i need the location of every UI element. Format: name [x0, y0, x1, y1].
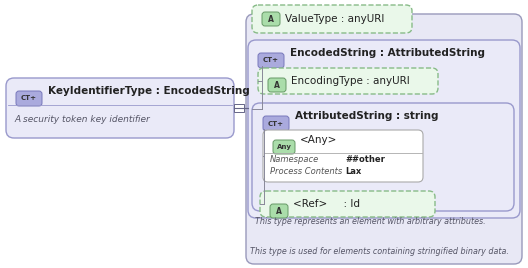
FancyBboxPatch shape [263, 116, 289, 131]
Text: Any: Any [277, 144, 291, 150]
Text: ##other: ##other [345, 155, 385, 165]
Text: Process Contents: Process Contents [270, 168, 342, 177]
Text: CT+: CT+ [268, 121, 284, 126]
FancyBboxPatch shape [16, 91, 42, 106]
Text: A: A [274, 80, 280, 90]
Text: AttributedString : string: AttributedString : string [295, 111, 438, 121]
FancyBboxPatch shape [6, 78, 234, 138]
Text: <Ref>     : Id: <Ref> : Id [293, 199, 360, 209]
Text: This type is used for elements containing stringified binary data.: This type is used for elements containin… [250, 248, 509, 256]
Text: KeyIdentifierType : EncodedString: KeyIdentifierType : EncodedString [48, 86, 250, 96]
Text: CT+: CT+ [21, 95, 37, 102]
FancyBboxPatch shape [270, 204, 288, 218]
Text: EncodingType : anyURI: EncodingType : anyURI [291, 76, 410, 86]
FancyBboxPatch shape [260, 191, 435, 217]
Text: A: A [276, 207, 282, 215]
FancyBboxPatch shape [263, 130, 423, 182]
FancyBboxPatch shape [252, 5, 412, 33]
FancyBboxPatch shape [258, 68, 438, 94]
Text: A: A [268, 14, 274, 24]
FancyBboxPatch shape [246, 14, 522, 264]
Text: CT+: CT+ [263, 58, 279, 64]
FancyBboxPatch shape [252, 103, 514, 211]
Text: This type represents an element with arbitrary attributes.: This type represents an element with arb… [255, 218, 486, 226]
Text: Namespace: Namespace [270, 155, 319, 165]
Text: EncodedString : AttributedString: EncodedString : AttributedString [290, 48, 485, 58]
Bar [234, 104, 244, 112]
Text: Lax: Lax [345, 168, 361, 177]
FancyBboxPatch shape [258, 53, 284, 68]
FancyBboxPatch shape [262, 12, 280, 26]
FancyBboxPatch shape [268, 78, 286, 92]
Text: ValueType : anyURI: ValueType : anyURI [285, 14, 384, 24]
FancyBboxPatch shape [273, 140, 295, 154]
Text: <Any>: <Any> [300, 135, 337, 145]
FancyBboxPatch shape [248, 40, 520, 218]
Text: A security token key identifier: A security token key identifier [14, 116, 150, 125]
